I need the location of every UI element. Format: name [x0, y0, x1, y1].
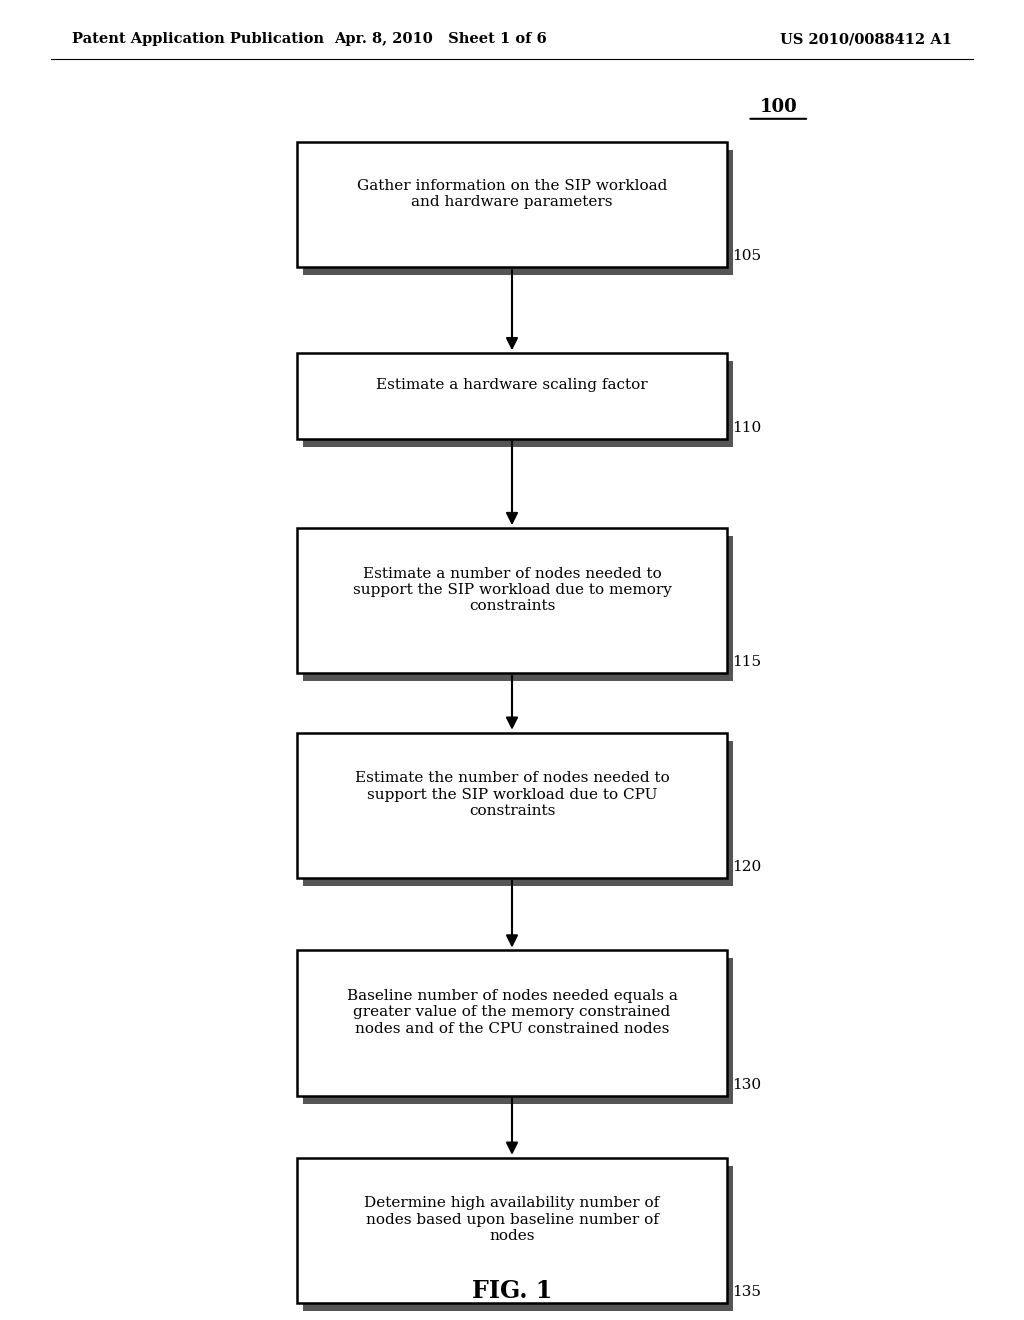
Bar: [303, 958, 733, 1104]
Text: Gather information on the SIP workload
and hardware parameters: Gather information on the SIP workload a…: [356, 180, 668, 209]
Text: FIG. 1: FIG. 1: [472, 1279, 552, 1303]
Bar: [303, 536, 733, 681]
Bar: [297, 354, 727, 438]
Text: 105: 105: [732, 249, 761, 263]
Bar: [303, 362, 733, 446]
Text: 135: 135: [732, 1284, 761, 1299]
Bar: [303, 150, 733, 276]
Text: 100: 100: [760, 98, 797, 116]
Text: 130: 130: [732, 1077, 761, 1092]
Text: Estimate a hardware scaling factor: Estimate a hardware scaling factor: [376, 379, 648, 392]
Bar: [297, 143, 727, 267]
Text: 115: 115: [732, 655, 761, 669]
Text: Patent Application Publication: Patent Application Publication: [72, 32, 324, 46]
Text: Determine high availability number of
nodes based upon baseline number of
nodes: Determine high availability number of no…: [365, 1196, 659, 1243]
Bar: [297, 733, 727, 878]
Bar: [297, 950, 727, 1096]
Text: 120: 120: [732, 859, 762, 874]
Bar: [303, 741, 733, 886]
Text: Baseline number of nodes needed equals a
greater value of the memory constrained: Baseline number of nodes needed equals a…: [346, 989, 678, 1036]
Bar: [303, 1166, 733, 1311]
Bar: [297, 528, 727, 673]
Text: Apr. 8, 2010   Sheet 1 of 6: Apr. 8, 2010 Sheet 1 of 6: [334, 32, 547, 46]
Text: 110: 110: [732, 421, 762, 436]
Text: Estimate a number of nodes needed to
support the SIP workload due to memory
cons: Estimate a number of nodes needed to sup…: [352, 566, 672, 614]
Text: Estimate the number of nodes needed to
support the SIP workload due to CPU
const: Estimate the number of nodes needed to s…: [354, 771, 670, 818]
Bar: [297, 1158, 727, 1303]
Text: US 2010/0088412 A1: US 2010/0088412 A1: [780, 32, 952, 46]
